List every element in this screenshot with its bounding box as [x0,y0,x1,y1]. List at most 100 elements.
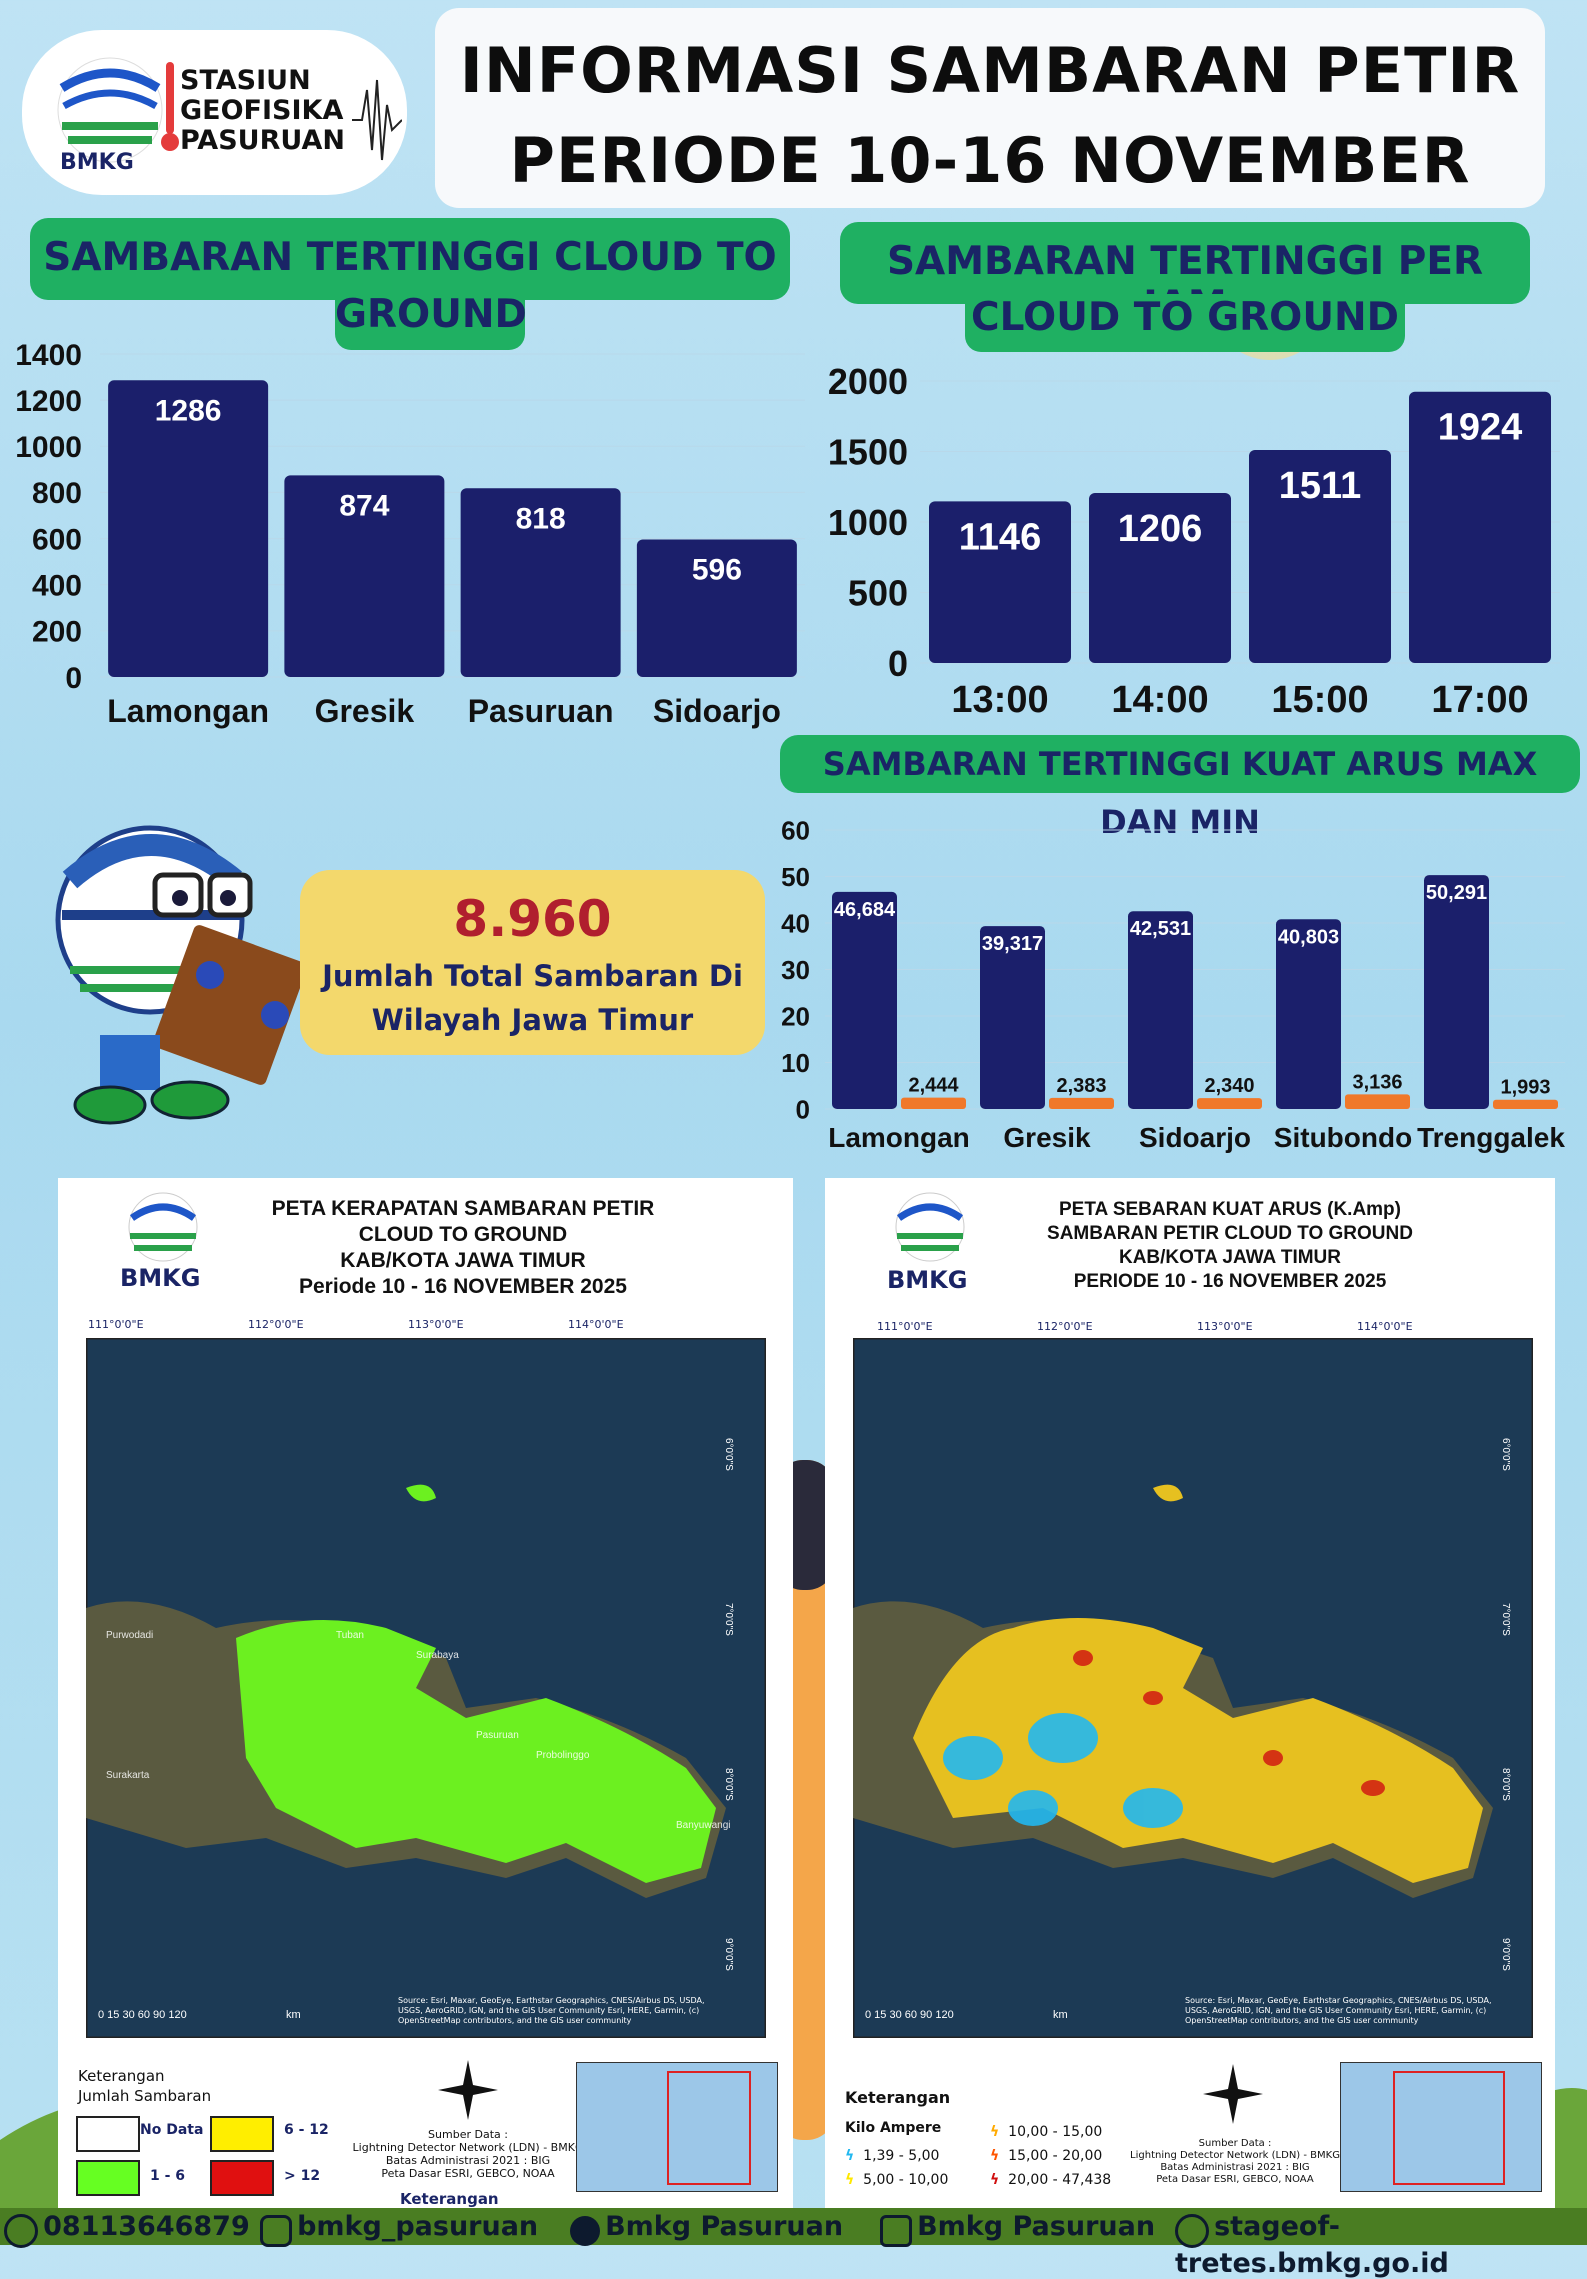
map2-legend-20-47-icon: ϟ [990,2172,1000,2188]
bar [929,501,1071,663]
map1-source-line4: Peta Dasar ESRI, GEBCO, NOAA [381,2167,555,2180]
x-category-label: 14:00 [1111,679,1208,721]
map2-island [1153,1484,1183,1502]
svg-text:Surabaya: Surabaya [416,1650,459,1661]
map1-lat-0: 6°0'0"S [723,1438,734,1471]
y-tick-label: 60 [781,815,810,845]
station-logo-panel: BMKG STASIUN GEOFISIKA PASURUAN [22,30,407,195]
bar [108,380,269,677]
section1-title-line1: SAMBARAN TERTINGGI CLOUD TO [43,235,777,280]
footer-instagram[interactable]: bmkg_pasuruan [260,2211,538,2247]
section3-title: SAMBARAN TERTINGGI KUAT ARUS MAX DAN MIN [822,745,1538,841]
map2-org: BMKG [887,1266,968,1294]
map2-current-map: 6°0'0"S 7°0'0"S 8°0'0"S 9°0'0"S 0 15 30 … [853,1338,1533,2038]
map1-bmkg-logo-icon [128,1192,198,1262]
bar-min-label: 2,383 [1056,1075,1106,1097]
y-tick-label: 1200 [15,385,82,418]
y-tick-label: 1000 [828,502,908,543]
x-category-label: Lamongan [107,693,269,729]
bar-value-label: 1286 [155,394,222,427]
map2-legend-mid-icon: ϟ [845,2172,855,2188]
y-tick-label: 1000 [15,431,82,464]
map2-lat-3: 9°0'0"S [1500,1938,1511,1971]
svg-text:Surakarta: Surakarta [106,1770,150,1781]
footer-facebook[interactable]: Bmkg Pasuruan [570,2211,843,2246]
map1-credit: Source: Esri, Maxar, GeoEye, Earthstar G… [398,1996,705,2025]
bar-max-label: 42,531 [1130,918,1191,940]
bar-max [980,926,1045,1109]
y-tick-label: 0 [796,1094,810,1124]
logo-line1: STASIUN [180,65,311,96]
map2-bmkg-logo-icon [895,1192,965,1262]
map2-title-line2: SAMBARAN PETIR CLOUD TO GROUND [1047,1223,1413,1244]
bar-value-label: 596 [692,553,742,586]
x-category-label: 15:00 [1271,679,1368,721]
x-category-label: Gresik [1003,1122,1091,1153]
bar-value-label: 818 [516,502,566,535]
bar-max-label: 39,317 [982,933,1043,955]
map1-legend-subtitle: Jumlah Sambaran [78,2087,212,2105]
map2-source-line1: Sumber Data : [1198,2138,1272,2149]
logo-org: BMKG [60,150,134,175]
bar-max [832,891,897,1109]
section2-title-line1: SAMBARAN TERTINGGI PER JAM [886,239,1484,328]
section1-header-tab: GROUND [335,290,527,350]
footer-other-social[interactable]: Bmkg Pasuruan [880,2211,1155,2247]
bmkg-logo-icon [57,57,163,163]
bar [284,475,445,677]
logo-line3: PASURUAN [180,125,345,156]
y-tick-label: 30 [781,955,810,985]
y-tick-label: 0 [65,662,82,695]
x-category-label: Gresik [315,693,415,729]
map1-title-line3: KAB/KOTA JAWA TIMUR [340,1249,586,1272]
map2-title-line1: PETA SEBARAN KUAT ARUS (K.Amp) [1059,1199,1401,1220]
map1-lon-1: 112°0'0"E [248,1318,304,1331]
section1-title-line2: GROUND [335,292,527,337]
y-tick-label: 2000 [828,361,908,402]
chart-per-hour: 0 500 1000 1500 2000 1146 13:00 1206 14:00 1511 15… [828,361,1560,721]
map2-source-line2: Lightning Detector Network (LDN) - BMKG [1130,2150,1340,2161]
total-label-line2: Wilayah Jawa Timur [371,1003,694,1037]
map2-source-line3: Batas Administrasi 2021 : BIG [1160,2162,1310,2173]
y-tick-label: 0 [888,643,908,684]
page-title-line1: INFORMASI SAMBARAN PETIR [459,34,1521,107]
map1-legend-nodata: No Data [140,2122,204,2138]
chart-cloud-to-ground: 0 200 400 600 800 1000 1200 1400 1286 Lamongan 874… [15,339,805,729]
map2-lon-2: 113°0'0"E [1197,1320,1253,1333]
map2-high-current-patches [1073,1650,1385,1796]
section3-header: SAMBARAN TERTINGGI KUAT ARUS MAX DAN MIN [780,735,1580,841]
map2-legend-item-1: 5,00 - 10,00 [863,2172,949,2188]
x-category-label: Lamongan [828,1122,970,1153]
seismograph-icon [352,79,402,161]
mascot-illustration [55,825,307,1125]
bar-min-label: 1,993 [1500,1077,1550,1099]
x-category-label: Sidoarjo [1139,1122,1251,1153]
bar-min-label: 2,444 [908,1075,959,1097]
svg-text:Probolinggo: Probolinggo [536,1750,590,1761]
map2-title-line4: PERIODE 10 - 16 NOVEMBER 2025 [1073,1271,1387,1292]
bar-value-label: 1924 [1438,407,1523,449]
current-map-panel: BMKG PETA SEBARAN KUAT ARUS (K.Amp) SAMB… [825,1178,1555,2208]
map2-title-line3: KAB/KOTA JAWA TIMUR [1118,1247,1341,1268]
map1-org: BMKG [120,1264,201,1292]
density-map-panel: BMKG PETA KERAPATAN SAMBARAN PETIR CLOUD… [58,1178,793,2208]
map1-island [406,1484,436,1502]
y-tick-label: 800 [32,477,82,510]
map2-lat-1: 7°0'0"S [1500,1603,1511,1636]
map2-low-current-patches [943,1713,1183,1828]
bar-max-label: 50,291 [1426,882,1487,904]
footer-phone[interactable]: 08113646879 [4,2211,250,2248]
y-tick-label: 1400 [15,339,82,372]
bar-value-label: 874 [339,489,389,522]
bar-max-label: 40,803 [1278,926,1339,948]
bar-value-label: 1146 [959,516,1041,558]
map2-scale-unit: km [1053,2009,1068,2021]
bar-max [1276,919,1341,1109]
footer-bar: 08113646879 bmkg_pasuruan Bmkg Pasuruan … [0,2208,1587,2279]
chart-current-max-min: 0 10 20 30 40 50 60 46,684 2,444 Lamongan 39,317 2,… [781,815,1565,1153]
map2-scale: 0 15 30 60 90 120 [865,2009,954,2021]
bar-min [1049,1097,1114,1109]
map2-east-java-current [913,1618,1483,1883]
map2-inset-map [1340,2062,1542,2192]
page-title-panel: INFORMASI SAMBARAN PETIR PERIODE 10-16 N… [435,8,1545,287]
